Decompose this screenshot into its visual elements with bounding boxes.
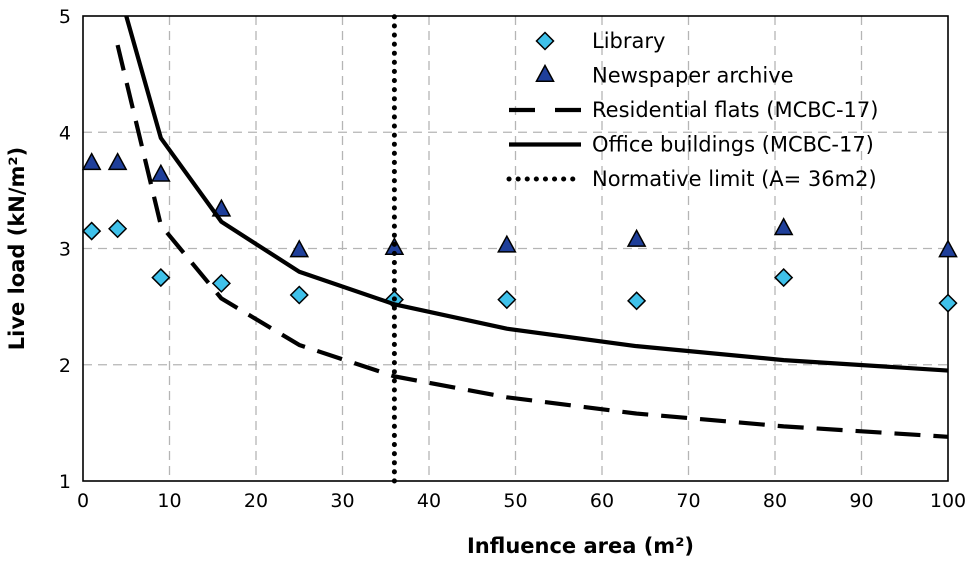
- legend-item: Library: [535, 29, 665, 53]
- legend-label: Library: [592, 29, 665, 53]
- series-2: [115, 44, 949, 439]
- data-point: [626, 228, 647, 247]
- legend-item: Newspaper archive: [535, 63, 794, 88]
- data-point: [82, 221, 102, 241]
- tick-labels: 0 10 20 30 40 50 60 70 80 90 100 1 2 3 4 5: [59, 6, 966, 512]
- data-point: [151, 163, 171, 182]
- y-tick-label: 1: [59, 471, 71, 493]
- legend-item: Office buildings (MCBC-17): [509, 133, 874, 157]
- grid-lines: [83, 16, 948, 481]
- series-3: [124, 15, 949, 373]
- data-point: [108, 219, 128, 239]
- data-point: [627, 291, 647, 311]
- data-point: [938, 293, 958, 313]
- y-tick-label: 5: [59, 6, 71, 28]
- series-1: [81, 152, 958, 258]
- series-line-3: [124, 15, 949, 373]
- legend-label: Newspaper archive: [592, 64, 794, 88]
- legend-label: Normative limit (A= 36m2): [592, 167, 877, 191]
- data-point: [289, 239, 310, 258]
- data-point: [938, 239, 958, 258]
- x-tick-label: 50: [503, 490, 527, 512]
- data-point: [151, 268, 171, 288]
- series-0: [82, 219, 958, 313]
- data-point: [774, 268, 794, 288]
- data-point: [211, 273, 231, 293]
- data-point: [773, 217, 794, 236]
- legend: Library Newspaper archive Residential flat…: [506, 29, 878, 191]
- data-point: [211, 198, 232, 217]
- data-point: [497, 234, 517, 253]
- y-tick-label: 2: [59, 355, 71, 377]
- y-tick-label: 3: [59, 239, 71, 261]
- x-tick-label: 10: [157, 490, 181, 512]
- y-tick-label: 4: [59, 122, 71, 144]
- x-tick-label: 60: [590, 490, 614, 512]
- series-layer: [81, 13, 958, 484]
- data-point: [289, 285, 309, 305]
- legend-item: Residential flats (MCBC-17): [509, 98, 878, 122]
- x-tick-label: 30: [330, 490, 354, 512]
- x-tick-label: 90: [849, 490, 873, 512]
- data-point: [81, 152, 102, 171]
- legend-swatch: [535, 63, 555, 82]
- x-axis-title: Influence area (m²): [467, 534, 694, 558]
- data-point: [107, 152, 128, 171]
- legend-item: Normative limit (A= 36m2): [506, 167, 877, 191]
- legend-swatch: [535, 31, 555, 51]
- x-tick-label: 80: [763, 490, 787, 512]
- x-tick-label: 70: [676, 490, 700, 512]
- legend-label: Residential flats (MCBC-17): [592, 98, 878, 122]
- data-point: [497, 290, 517, 310]
- x-tick-label: 40: [417, 490, 441, 512]
- x-tick-label: 0: [77, 490, 89, 512]
- legend-label: Office buildings (MCBC-17): [592, 133, 874, 157]
- y-axis-title: Live load (kN/m²): [5, 147, 29, 350]
- series-line-2: [115, 44, 949, 439]
- x-tick-label: 20: [244, 490, 268, 512]
- x-tick-label: 100: [930, 490, 966, 512]
